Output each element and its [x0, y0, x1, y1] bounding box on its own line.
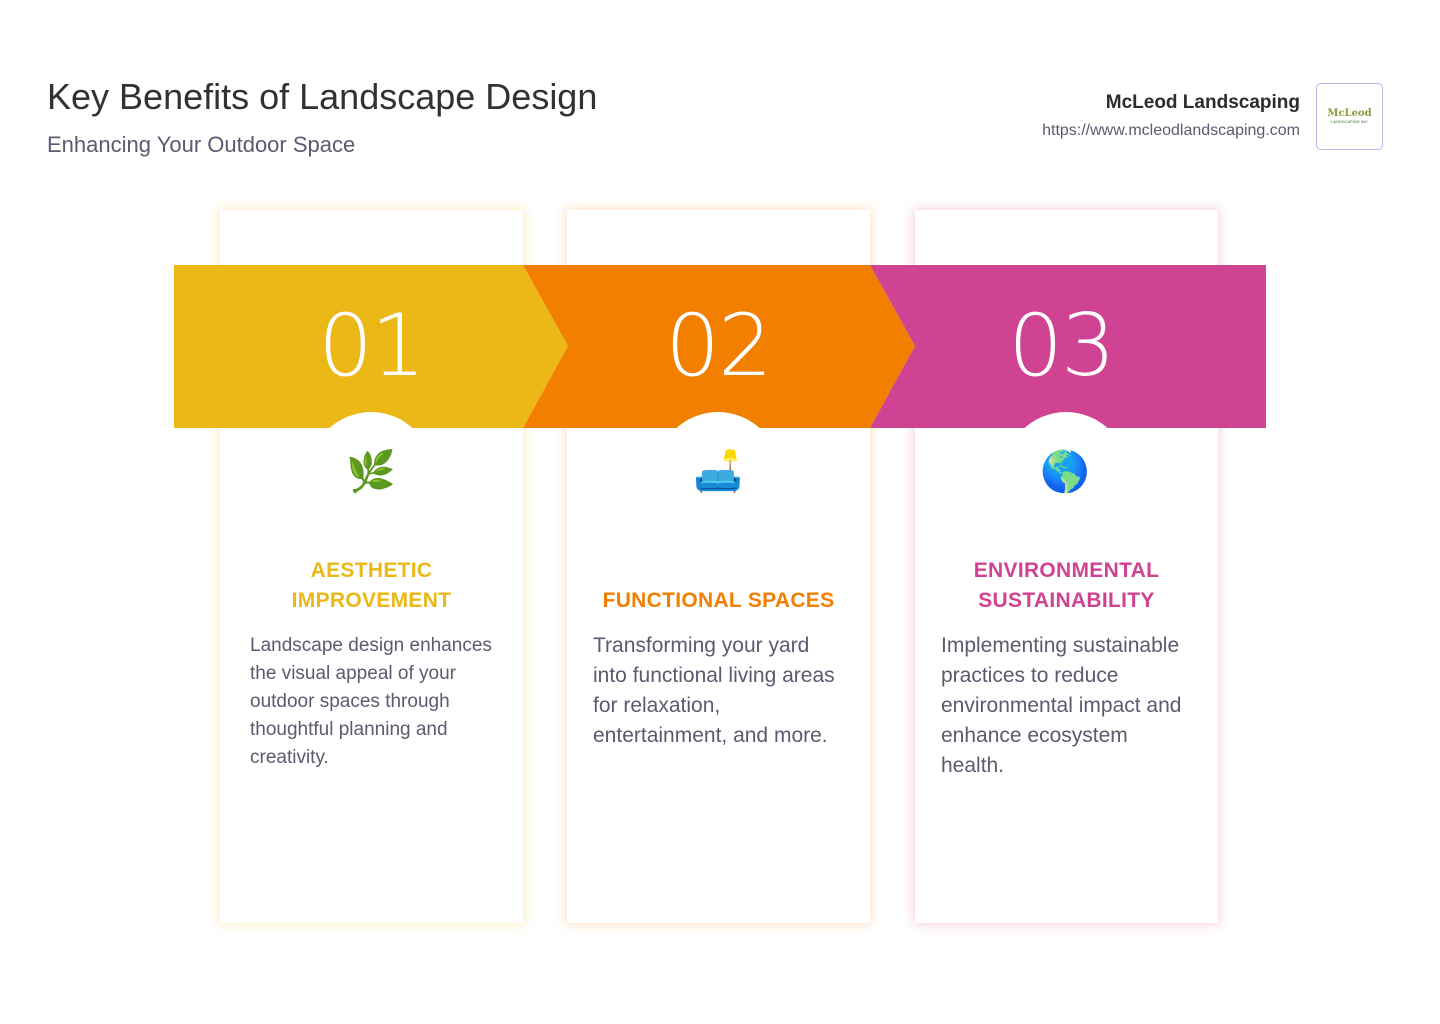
- brand-name: McLeod Landscaping: [1105, 92, 1300, 113]
- page-title: Key Benefits of Landscape Design: [47, 76, 598, 117]
- step-number-1: 01: [318, 296, 425, 396]
- description-aesthetic: Landscape design enhances the visual app…: [250, 635, 492, 768]
- banner-segment-2: [523, 265, 915, 428]
- brand-logo: McLeod LANDSCAPING INC: [1316, 83, 1383, 150]
- heading-functional: FUNCTIONAL SPACES: [602, 589, 835, 612]
- logo-subtext: LANDSCAPING INC: [1331, 119, 1368, 124]
- herb-icon: 🌿: [346, 450, 396, 494]
- step-number-3: 03: [1008, 296, 1115, 396]
- description-functional: Transforming your yard into functional l…: [593, 634, 835, 747]
- banner-segment-1: [174, 265, 568, 428]
- logo-text: McLeod: [1327, 108, 1372, 119]
- page-subtitle: Enhancing Your Outdoor Space: [47, 132, 356, 157]
- description-environmental: Implementing sustainable practices to re…: [941, 634, 1182, 777]
- brand-url[interactable]: https://www.mcleodlandscaping.com: [1042, 122, 1300, 139]
- banner-segment-3: [870, 265, 1266, 428]
- globe-americas-icon: 🌎: [1040, 450, 1090, 494]
- heading-aesthetic: AESTHETIC IMPROVEMENT: [291, 559, 452, 612]
- brand-info: McLeod Landscaping https://www.mcleodlan…: [1042, 92, 1300, 140]
- heading-environmental: ENVIRONMENTAL SUSTAINABILITY: [973, 559, 1160, 612]
- couch-and-lamp-icon: 🛋️: [693, 450, 743, 494]
- step-number-2: 02: [665, 296, 772, 396]
